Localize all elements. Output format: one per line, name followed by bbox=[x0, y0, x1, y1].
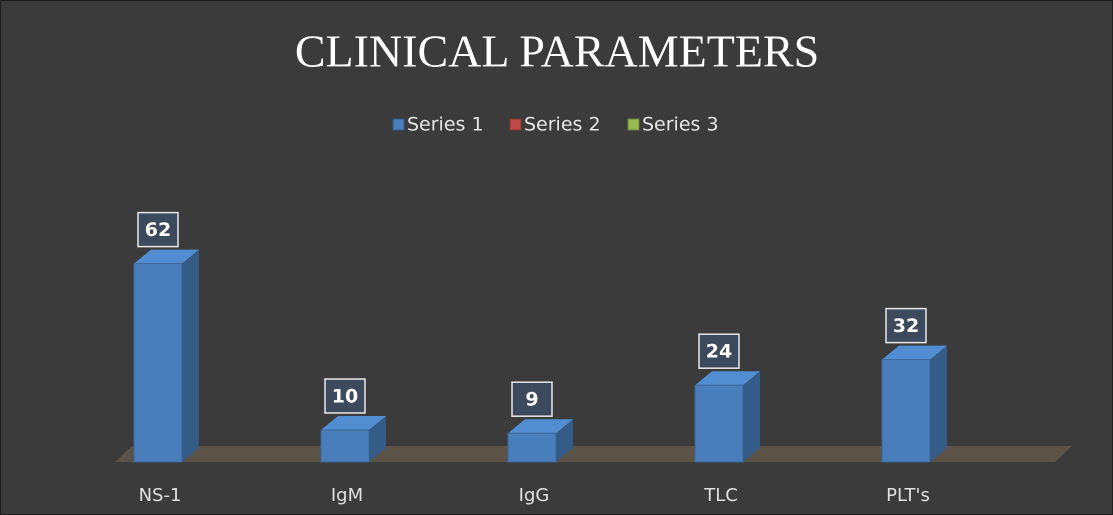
plot-area: NS-1 62 IgM 10 IgG 9 TLC 24 PLT's 32 bbox=[133, 211, 947, 506]
data-label: 62 bbox=[145, 219, 171, 241]
bar-side bbox=[743, 371, 760, 462]
bar bbox=[881, 345, 947, 463]
data-label: 32 bbox=[893, 315, 919, 337]
data-label-box bbox=[885, 307, 927, 344]
legend-label: Series 1 bbox=[407, 114, 484, 136]
x-tick-label: PLT's bbox=[886, 485, 930, 506]
bar-front bbox=[320, 429, 370, 463]
bar bbox=[694, 371, 760, 463]
data-label-box bbox=[137, 211, 179, 248]
bar-top bbox=[508, 419, 573, 434]
bar-top bbox=[321, 416, 386, 430]
x-tick-label: IgM bbox=[331, 485, 363, 506]
data-label-box bbox=[324, 378, 366, 414]
data-label-box bbox=[698, 333, 740, 369]
legend-swatch bbox=[509, 118, 522, 131]
legend-swatch bbox=[392, 118, 405, 131]
bar-front bbox=[694, 384, 744, 463]
data-label: 10 bbox=[332, 386, 358, 408]
bar-top bbox=[134, 249, 199, 264]
x-tick-label: TLC bbox=[703, 485, 738, 506]
bar-side bbox=[369, 416, 386, 462]
bar-top bbox=[882, 345, 947, 360]
bar bbox=[133, 249, 199, 463]
data-label: 9 bbox=[525, 389, 538, 411]
bar-top bbox=[695, 371, 760, 386]
bar bbox=[507, 419, 573, 463]
bar-front bbox=[507, 432, 557, 463]
data-label: 24 bbox=[706, 341, 732, 363]
legend-label: Series 2 bbox=[524, 114, 601, 136]
x-tick-label: IgG bbox=[519, 485, 550, 506]
x-tick-label: NS-1 bbox=[139, 485, 182, 506]
chart-title: CLINICAL PARAMETERS bbox=[295, 26, 819, 77]
legend-swatch bbox=[627, 118, 640, 131]
bar-front bbox=[133, 263, 183, 463]
bar bbox=[320, 416, 386, 463]
legend: Series 1 Series 2 Series 3 bbox=[392, 114, 719, 136]
bar-side bbox=[182, 249, 199, 462]
bar-front bbox=[881, 359, 931, 463]
legend-label: Series 3 bbox=[642, 114, 719, 136]
data-label-box bbox=[511, 381, 553, 417]
bar-side bbox=[930, 345, 947, 462]
bar-side bbox=[556, 419, 573, 462]
